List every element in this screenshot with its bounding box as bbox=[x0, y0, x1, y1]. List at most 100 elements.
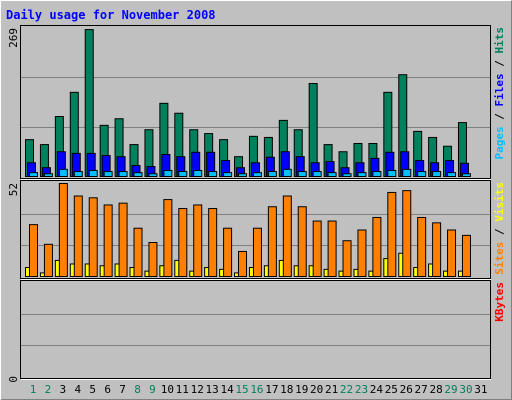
bar bbox=[133, 227, 143, 277]
bar bbox=[163, 199, 173, 278]
x-tick-label: 21 bbox=[325, 383, 338, 396]
bar bbox=[342, 240, 352, 278]
bar bbox=[252, 227, 262, 277]
bar bbox=[148, 242, 158, 277]
bar bbox=[417, 171, 427, 177]
y-tick-label: 52 bbox=[7, 183, 20, 196]
y-tick-label: 0 bbox=[7, 376, 20, 383]
bar bbox=[297, 171, 307, 177]
bar bbox=[223, 172, 233, 177]
x-tick-label: 27 bbox=[415, 383, 428, 396]
bar bbox=[357, 229, 367, 277]
bar bbox=[312, 171, 322, 177]
panel bbox=[20, 280, 491, 379]
x-tick-label: 30 bbox=[459, 383, 472, 396]
y-tick-label: 269 bbox=[7, 28, 20, 48]
bar bbox=[178, 171, 188, 177]
bar bbox=[387, 169, 397, 177]
x-tick-label: 22 bbox=[340, 383, 353, 396]
bar bbox=[238, 250, 248, 277]
bar bbox=[193, 169, 203, 177]
bar bbox=[29, 224, 38, 277]
bar bbox=[432, 171, 442, 177]
bar bbox=[148, 173, 158, 177]
bar bbox=[133, 172, 143, 177]
bar bbox=[372, 171, 382, 177]
bar bbox=[342, 173, 352, 177]
x-tick-label: 5 bbox=[89, 383, 96, 396]
chart-title: Daily usage for November 2008 bbox=[6, 8, 216, 22]
bar bbox=[447, 172, 457, 177]
bar bbox=[118, 171, 128, 177]
legend: KBytes bbox=[493, 282, 506, 322]
bar bbox=[58, 168, 68, 177]
legend-entry: KBytes bbox=[493, 282, 506, 322]
bar bbox=[238, 173, 248, 177]
legend-entry: Files bbox=[493, 73, 506, 106]
legend-entry: Hits bbox=[493, 27, 506, 54]
x-tick-label: 2 bbox=[45, 383, 52, 396]
legend-entry: Visits bbox=[493, 182, 506, 222]
x-tick-label: 19 bbox=[295, 383, 308, 396]
legend-separator: / bbox=[493, 60, 506, 67]
bar bbox=[282, 195, 292, 277]
x-tick-label: 9 bbox=[149, 383, 156, 396]
x-tick-label: 14 bbox=[220, 383, 234, 396]
bar bbox=[447, 229, 457, 277]
bar bbox=[29, 172, 38, 177]
bar bbox=[387, 191, 397, 277]
bar bbox=[267, 206, 277, 277]
legend-entry: Sites bbox=[493, 242, 506, 275]
x-tick-label: 23 bbox=[355, 383, 368, 396]
bar bbox=[73, 171, 83, 177]
x-tick-label: 26 bbox=[400, 383, 413, 396]
x-tick-label: 18 bbox=[280, 383, 293, 396]
bar bbox=[88, 197, 98, 277]
bar bbox=[357, 172, 367, 177]
bar bbox=[297, 206, 307, 277]
x-tick-label: 31 bbox=[474, 383, 487, 396]
x-tick-label: 12 bbox=[191, 383, 204, 396]
bar bbox=[163, 169, 173, 177]
bar bbox=[327, 220, 337, 277]
bar bbox=[103, 171, 113, 177]
bar bbox=[223, 227, 233, 277]
bar bbox=[88, 169, 98, 177]
legend-entry: Pages bbox=[493, 126, 506, 159]
x-tick-label: 13 bbox=[206, 383, 219, 396]
bar bbox=[118, 202, 128, 277]
legend-separator: / bbox=[493, 228, 506, 235]
bar bbox=[327, 172, 337, 177]
x-tick-label: 25 bbox=[385, 383, 398, 396]
bar bbox=[267, 171, 277, 177]
bar bbox=[208, 208, 218, 278]
x-tick-label: 4 bbox=[74, 383, 81, 396]
bar bbox=[103, 204, 113, 277]
bar bbox=[58, 183, 68, 277]
bar bbox=[252, 172, 262, 177]
x-tick-label: 24 bbox=[370, 383, 384, 396]
bar bbox=[43, 173, 53, 177]
x-tick-label: 8 bbox=[134, 383, 141, 396]
x-tick-label: 28 bbox=[429, 383, 442, 396]
legend: Pages / Files / Hits bbox=[493, 27, 506, 160]
bar bbox=[282, 168, 292, 177]
x-tick-label: 6 bbox=[104, 383, 111, 396]
x-tick-label: 29 bbox=[444, 383, 457, 396]
x-tick-label: 11 bbox=[176, 383, 189, 396]
x-tick-label: 15 bbox=[235, 383, 248, 396]
bar bbox=[193, 204, 203, 277]
bar bbox=[73, 195, 83, 277]
x-tick-label: 1 bbox=[30, 383, 37, 396]
bar bbox=[43, 243, 53, 277]
bar bbox=[402, 168, 412, 177]
bar bbox=[402, 190, 412, 277]
x-tick-label: 3 bbox=[60, 383, 67, 396]
bar bbox=[461, 234, 471, 278]
x-tick-label: 17 bbox=[265, 383, 278, 396]
x-tick-label: 10 bbox=[161, 383, 174, 396]
x-tick-label: 20 bbox=[310, 383, 323, 396]
bar bbox=[372, 216, 382, 278]
